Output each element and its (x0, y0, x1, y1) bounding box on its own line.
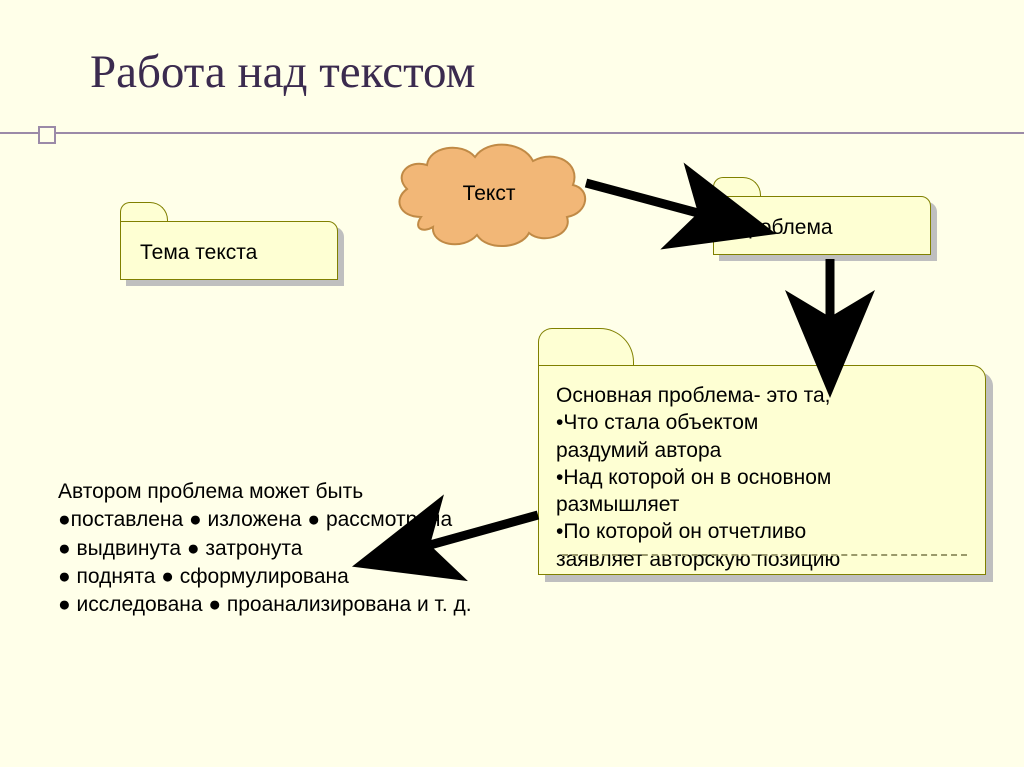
cloud-text-node: Текст (383, 135, 595, 253)
folder-problem-label: Проблема (733, 214, 833, 241)
text-line: Автором проблема может быть (58, 478, 508, 506)
dashed-divider (562, 554, 967, 556)
folder-main-problem: Основная проблема- это та,•Что стала объ… (538, 328, 986, 576)
text-line: •Над которой он в основном (556, 464, 974, 491)
cloud-label: Текст (463, 182, 516, 206)
text-line: размышляет (556, 491, 974, 518)
text-line: •По которой он отчетливо (556, 518, 974, 545)
folder-problem: Проблема (713, 177, 931, 255)
folder-theme: Тема текста (120, 202, 338, 280)
title-rule (0, 132, 1024, 134)
arrow-main-to-free (408, 505, 568, 565)
text-line: ● поднята ● сформулирована (58, 563, 508, 591)
slide-title: Работа над текстом (90, 45, 475, 99)
text-line: раздумий автора (556, 437, 974, 464)
text-line: ● исследована ● проанализирована и т. д. (58, 591, 508, 619)
text-line: •Что стала объектом (556, 409, 974, 436)
arrow-problem-to-main (805, 255, 855, 345)
text-line: Основная проблема- это та, (556, 382, 974, 409)
folder-tab (538, 328, 634, 366)
folder-theme-label: Тема текста (140, 239, 257, 266)
folder-main-problem-text: Основная проблема- это та,•Что стала объ… (556, 382, 974, 573)
text-line: заявляет авторскую позицию (556, 546, 974, 573)
folder-tab (120, 202, 168, 222)
arrow-cloud-to-problem (580, 165, 740, 235)
